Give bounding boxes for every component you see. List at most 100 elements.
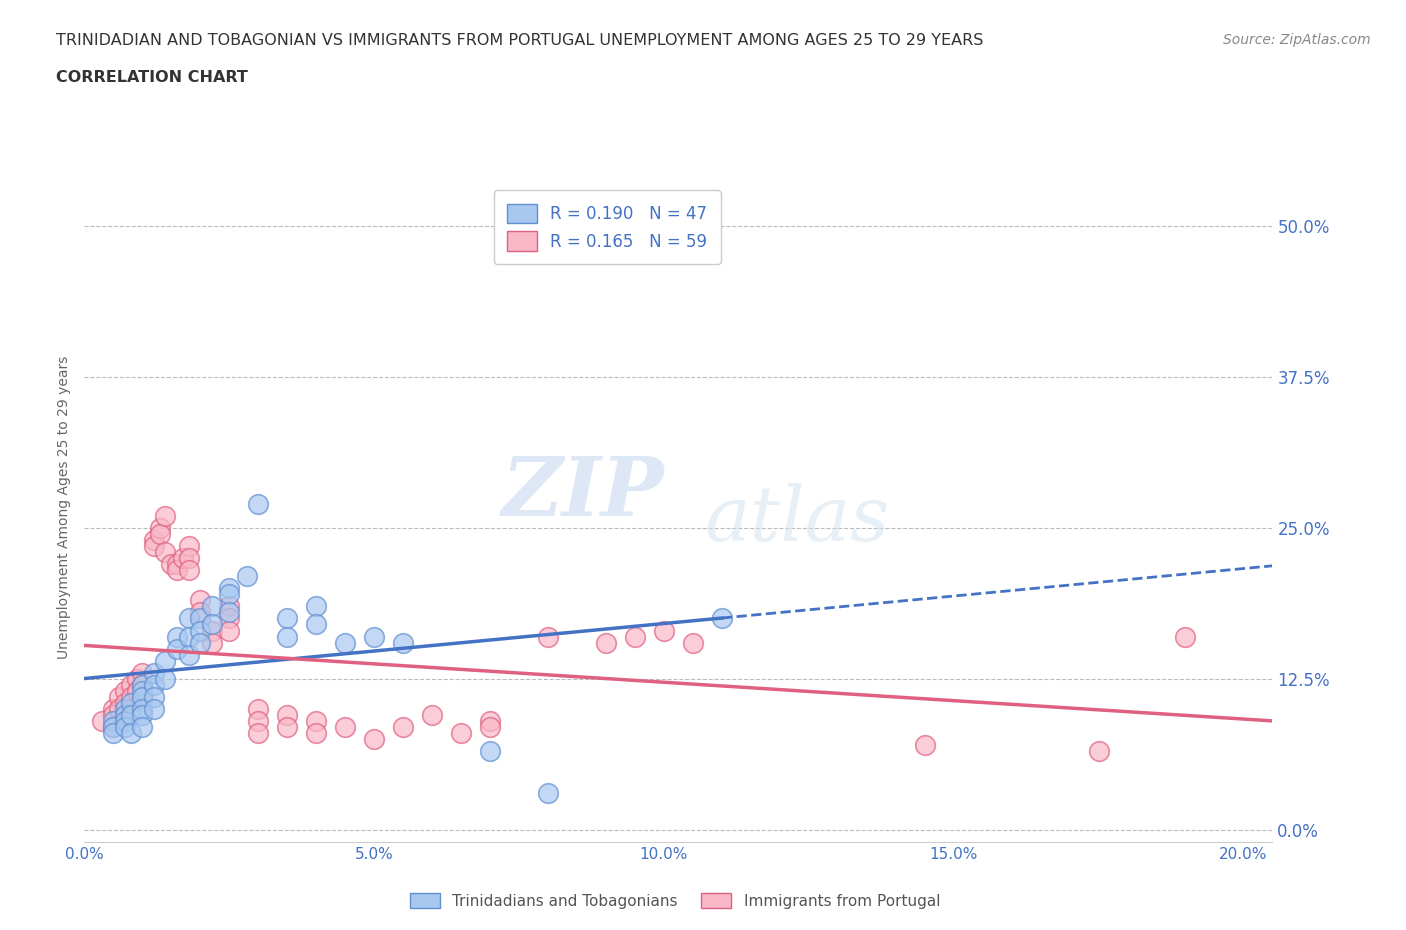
Point [90, 713, 112, 728]
Legend: Trinidadians and Tobagonians, Immigrants from Portugal: Trinidadians and Tobagonians, Immigrants… [404, 886, 946, 915]
Point [218, 605, 240, 620]
Point [305, 599, 328, 614]
Point [160, 557, 183, 572]
Point [276, 629, 298, 644]
Point [131, 677, 153, 692]
Point [177, 647, 200, 662]
Point [188, 605, 211, 620]
Point [114, 708, 136, 723]
Point [363, 629, 385, 644]
Text: ZIP: ZIP [502, 454, 665, 534]
Point [624, 629, 647, 644]
Point [682, 635, 704, 650]
Point [201, 617, 224, 631]
Point [142, 533, 165, 548]
Text: Source: ZipAtlas.com: Source: ZipAtlas.com [1223, 33, 1371, 46]
Point [108, 701, 131, 716]
Point [114, 708, 136, 723]
Point [479, 720, 502, 735]
Point [131, 701, 153, 716]
Point [177, 538, 200, 553]
Legend: R = 0.190   N = 47, R = 0.165   N = 59: R = 0.190 N = 47, R = 0.165 N = 59 [494, 191, 721, 264]
Point [305, 725, 328, 740]
Y-axis label: Unemployment Among Ages 25 to 29 years: Unemployment Among Ages 25 to 29 years [58, 355, 72, 658]
Point [155, 671, 177, 686]
Point [305, 713, 328, 728]
Point [247, 701, 270, 716]
Point [218, 611, 240, 626]
Point [188, 623, 211, 638]
Point [201, 599, 224, 614]
Point [479, 713, 502, 728]
Text: atlas: atlas [704, 484, 890, 557]
Point [114, 684, 136, 698]
Text: TRINIDADIAN AND TOBAGONIAN VS IMMIGRANTS FROM PORTUGAL UNEMPLOYMENT AMONG AGES 2: TRINIDADIAN AND TOBAGONIAN VS IMMIGRANTS… [56, 33, 984, 47]
Point [177, 611, 200, 626]
Point [188, 611, 211, 626]
Point [537, 629, 560, 644]
Point [595, 635, 617, 650]
Point [177, 551, 200, 565]
Point [142, 665, 165, 680]
Point [142, 538, 165, 553]
Point [131, 708, 153, 723]
Point [131, 720, 153, 735]
Point [363, 732, 385, 747]
Point [177, 563, 200, 578]
Point [247, 725, 270, 740]
Point [305, 617, 328, 631]
Point [114, 720, 136, 735]
Point [108, 689, 131, 704]
Point [166, 563, 188, 578]
Point [120, 701, 142, 716]
Point [710, 611, 733, 626]
Text: CORRELATION CHART: CORRELATION CHART [56, 70, 247, 85]
Point [166, 557, 188, 572]
Point [247, 713, 270, 728]
Point [120, 708, 142, 723]
Point [201, 635, 224, 650]
Point [914, 737, 936, 752]
Point [131, 684, 153, 698]
Point [392, 635, 415, 650]
Point [120, 696, 142, 711]
Point [103, 701, 125, 716]
Point [218, 581, 240, 596]
Point [479, 744, 502, 759]
Point [276, 720, 298, 735]
Point [652, 623, 675, 638]
Point [155, 653, 177, 668]
Point [235, 569, 257, 584]
Point [131, 677, 153, 692]
Point [103, 720, 125, 735]
Point [172, 551, 194, 565]
Point [114, 701, 136, 716]
Point [188, 635, 211, 650]
Point [166, 629, 188, 644]
Point [142, 701, 165, 716]
Point [450, 725, 472, 740]
Point [218, 599, 240, 614]
Point [1174, 629, 1197, 644]
Point [333, 720, 356, 735]
Point [1087, 744, 1109, 759]
Point [103, 708, 125, 723]
Point [149, 521, 172, 536]
Point [166, 641, 188, 656]
Point [149, 526, 172, 541]
Point [201, 623, 224, 638]
Point [218, 587, 240, 602]
Point [131, 665, 153, 680]
Point [131, 689, 153, 704]
Point [420, 708, 443, 723]
Point [114, 696, 136, 711]
Point [114, 713, 136, 728]
Point [218, 623, 240, 638]
Point [392, 720, 415, 735]
Point [125, 671, 148, 686]
Point [276, 611, 298, 626]
Point [125, 684, 148, 698]
Point [103, 725, 125, 740]
Point [247, 497, 270, 512]
Point [155, 509, 177, 524]
